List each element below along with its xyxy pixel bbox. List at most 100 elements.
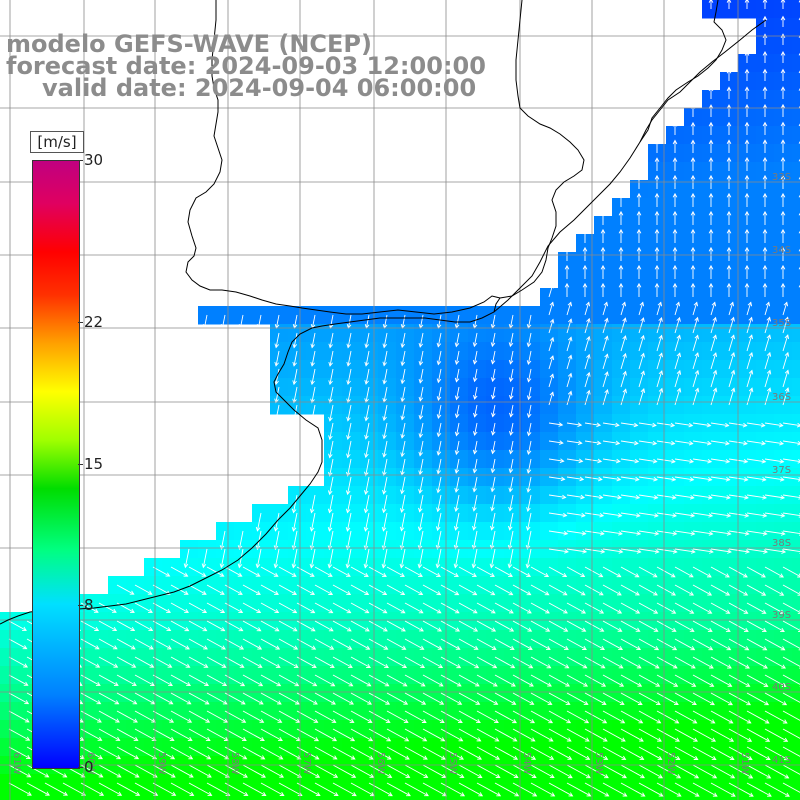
wind-speed-cell [648,378,667,397]
wind-arrow [274,332,280,349]
wind-speed-cell [792,252,800,271]
wind-speed-cell [144,792,163,800]
wind-speed-cell [792,36,800,55]
wind-speed-cell [648,180,667,199]
wind-arrow [654,246,660,261]
wind-speed-cell [792,576,800,595]
wind-arrow [564,264,570,279]
wind-arrow [692,352,700,370]
wind-arrow [762,51,768,63]
wind-speed-cell [666,198,685,217]
wind-speed-cell [666,270,685,289]
wind-speed-cell [738,360,757,379]
wind-speed-cell [792,342,800,361]
wind-speed-cell [594,288,613,307]
wind-arrow [310,368,316,386]
wind-speed-cell [648,360,667,379]
wind-speed-cell [774,54,793,73]
wind-speed-cell [540,306,559,325]
wind-speed-cell [450,792,469,800]
wind-speed-cell [702,792,721,800]
wind-speed-cell [612,792,631,800]
wind-arrow [526,386,532,401]
wind-arrow [636,228,642,243]
wind-speed-cell [54,792,73,800]
wind-arrow [692,316,699,334]
wind-speed-cell [540,396,559,415]
wind-arrow [780,264,786,279]
wind-speed-cell [756,162,775,181]
longitude-label: 53W [593,752,604,775]
wind-speed-cell [270,792,289,800]
wind-speed-cell [756,360,775,379]
wind-arrow [618,246,624,261]
wind-arrow [762,121,768,135]
wind-speed-cell [612,198,631,217]
wind-arrow [762,86,768,99]
wind-speed-cell [792,288,800,307]
wind-speed-cell [792,504,800,523]
wind-arrow [744,121,750,135]
wind-arrow [780,210,786,225]
wind-arrow [708,228,714,243]
wind-arrow [310,332,316,349]
wind-speed-cell [162,792,181,800]
wind-arrow [744,0,750,9]
wind-arrow [780,228,786,243]
wind-speed-cell [774,0,793,19]
wind-speed-cell [540,342,559,361]
wind-speed-cell [558,342,577,361]
wind-arrow [654,139,660,153]
wind-arrow [346,350,352,367]
wind-arrow [726,139,732,153]
wind-speed-cell [756,126,775,145]
colorbar-tick-mark [78,160,83,161]
wind-speed-cell [648,198,667,217]
colorbar-tick-mark [78,321,83,323]
wind-arrow [690,246,696,261]
wind-vector-arrows [8,0,800,797]
wind-speed-cell [720,90,739,109]
wind-speed-cell [594,360,613,379]
wind-speed-cell [522,792,541,800]
wind-speed-cell [720,378,739,397]
wind-arrow [454,350,460,366]
wind-arrow [764,301,771,316]
wind-arrow [600,246,606,261]
wind-speed-cell [702,360,721,379]
wind-arrow [292,368,298,386]
wind-speed-cell [738,162,757,181]
wind-speed-cell [756,378,775,397]
wind-arrow [454,368,460,383]
wind-speed-cell [720,216,739,235]
wind-speed-cell [648,792,667,800]
wind-arrow [782,334,790,352]
wind-arrow [491,386,496,400]
wind-speed-cell [396,792,415,800]
wind-arrow [292,332,298,349]
longitude-label: 59W [156,752,167,775]
wind-arrow [762,68,768,81]
wind-arrow [566,318,573,334]
wind-speed-cell [702,270,721,289]
wind-speed-cell [720,198,739,217]
wind-arrow [654,264,660,279]
wind-arrow [490,350,496,365]
wind-arrow [292,350,298,367]
wind-speed-cell [774,234,793,253]
wind-speed-cell [774,36,793,55]
wind-arrow [508,332,514,348]
wind-arrow [726,264,732,279]
wind-speed-cell [720,180,739,199]
wind-speed-cell [612,360,631,379]
wind-arrow [418,350,424,366]
wind-arrow [656,352,663,370]
wind-speed-cell [684,216,703,235]
colorbar-tick-label: 30 [84,151,104,169]
wind-speed-cell [702,216,721,235]
wind-speed-cell [702,324,721,343]
wind-speed-cell [720,792,739,800]
wind-arrow [509,386,514,400]
wind-speed-cell [702,126,721,145]
wind-arrow [582,282,588,297]
